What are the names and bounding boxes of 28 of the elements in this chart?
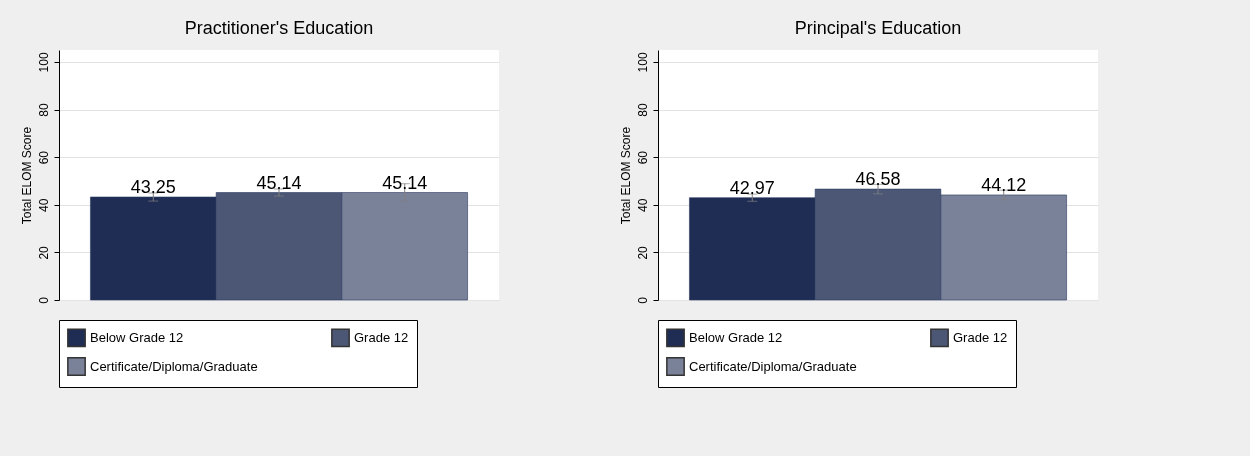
y-axis-title: Total ELOM Score [19, 126, 34, 225]
data-label: 42.97 [729, 177, 775, 198]
data-label: 45.14 [256, 172, 302, 193]
y-axis-title: Total ELOM Score [618, 126, 633, 225]
y-tick-label: 20 [36, 245, 51, 260]
y-tick-label: 40 [635, 198, 650, 212]
y-tick-label: 60 [36, 150, 51, 165]
y-tick-label: 100 [36, 52, 51, 73]
chart-title: Principal's Education [794, 18, 962, 38]
legend-label: Below Grade 12 [689, 329, 783, 345]
y-tick-label: 40 [36, 198, 51, 212]
legend-label: Grade 12 [953, 329, 1008, 345]
legend-label: Certificate/Diploma/Graduate [90, 358, 258, 374]
y-tick-label: 0 [36, 296, 51, 304]
y-tick-label: 60 [635, 150, 650, 165]
data-label: 44.12 [981, 174, 1027, 195]
y-tick-label: 80 [635, 103, 650, 117]
legend-label: Below Grade 12 [90, 329, 184, 345]
y-tick-label: 20 [635, 245, 650, 260]
chart-title: Practitioner's Education [184, 18, 374, 38]
data-label: 43.25 [130, 177, 176, 198]
y-tick-label: 0 [635, 296, 650, 304]
legend-label: Grade 12 [354, 329, 409, 345]
y-tick-label: 100 [635, 52, 650, 73]
legend-label: Certificate/Diploma/Graduate [689, 358, 857, 374]
y-tick-label: 80 [36, 103, 51, 117]
data-label: 45.14 [382, 172, 428, 193]
data-label: 46.58 [855, 169, 901, 190]
